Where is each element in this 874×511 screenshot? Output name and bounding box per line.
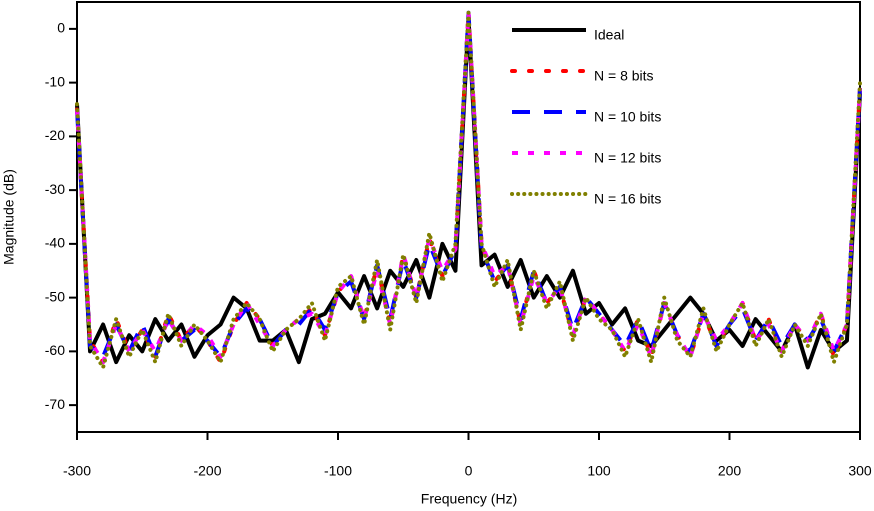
y-tick-label: -70 xyxy=(45,396,65,412)
x-tick-label: -300 xyxy=(63,463,91,479)
x-tick-label: 0 xyxy=(465,463,473,479)
x-tick-label: 100 xyxy=(587,463,611,479)
x-tick-label: 200 xyxy=(718,463,742,479)
y-tick-label: -60 xyxy=(45,342,65,358)
legend-label: N = 10 bits xyxy=(594,109,661,125)
y-tick-label: -20 xyxy=(45,127,65,143)
series-line xyxy=(75,16,862,370)
y-tick-label: 0 xyxy=(57,20,65,36)
legend-label: N = 16 bits xyxy=(594,191,661,207)
y-tick-label: -50 xyxy=(45,288,65,304)
x-tick-label: 300 xyxy=(848,463,872,479)
series-line xyxy=(75,10,862,365)
x-tick-label: -100 xyxy=(324,463,352,479)
y-tick-label: -10 xyxy=(45,73,65,89)
y-tick-label: -40 xyxy=(45,235,65,251)
legend-label: N = 8 bits xyxy=(594,68,654,84)
y-tick-label: -30 xyxy=(45,181,65,197)
x-axis-label: Frequency (Hz) xyxy=(421,491,517,507)
legend-label: Ideal xyxy=(594,27,624,43)
series-line xyxy=(75,10,862,365)
legend-label: N = 12 bits xyxy=(594,150,661,166)
y-axis-label: Magnitude (dB) xyxy=(1,169,17,265)
plot-frame xyxy=(76,1,861,433)
x-tick-label: -200 xyxy=(193,463,221,479)
series-line xyxy=(75,10,862,370)
